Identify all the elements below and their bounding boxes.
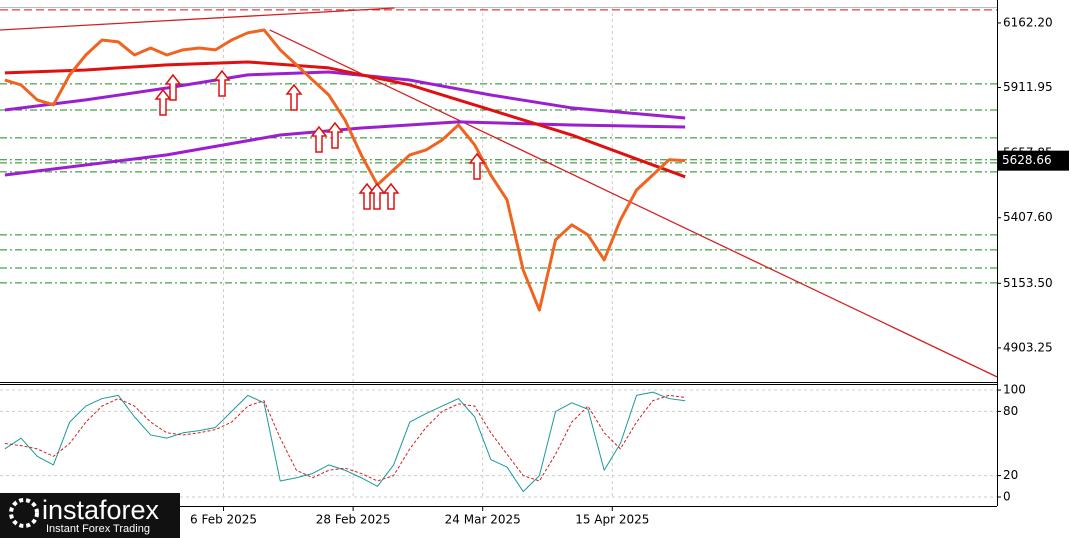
x-tick-label: 28 Feb 2025 [316, 513, 391, 527]
logo-name: instaforex [42, 495, 160, 525]
frame [0, 0, 998, 507]
signal-arrows [154, 69, 486, 210]
y-tick-label: 20 [1003, 468, 1018, 482]
series-line [4, 28, 686, 312]
trend-line [0, 7, 395, 31]
series-line [4, 394, 686, 482]
y-tick-label: 6162.20 [1003, 15, 1053, 29]
y-tick-label: 4903.25 [1003, 340, 1053, 354]
y-tick-label: 0 [1003, 490, 1011, 504]
logo-tagline: Instant Forex Trading [46, 523, 150, 535]
price-label-box [998, 150, 1069, 171]
plot-area: 6 Feb 2025 28 Feb 2025 24 Mar 2025 15 Apr 2… [0, 7, 1069, 527]
series-line [4, 60, 686, 179]
series-line [4, 120, 686, 177]
x-tick-label: 24 Mar 2025 [445, 513, 521, 527]
y-tick-label: 80 [1003, 404, 1018, 418]
price-label: 5628.66 [1002, 153, 1052, 167]
y-tick-label: 5407.60 [1003, 210, 1053, 224]
y-tick-label: 5911.95 [1003, 80, 1053, 94]
y-tick-label: 100 [1003, 383, 1026, 397]
trend-line [269, 29, 998, 378]
series-line [4, 391, 686, 493]
series-line [4, 70, 686, 120]
logo: instaforex Instant Forex Trading [0, 493, 180, 538]
x-tick-label: 15 Apr 2025 [575, 513, 649, 527]
y-tick-label: 5153.50 [1003, 276, 1053, 290]
x-tick-label: 6 Feb 2025 [190, 513, 257, 527]
